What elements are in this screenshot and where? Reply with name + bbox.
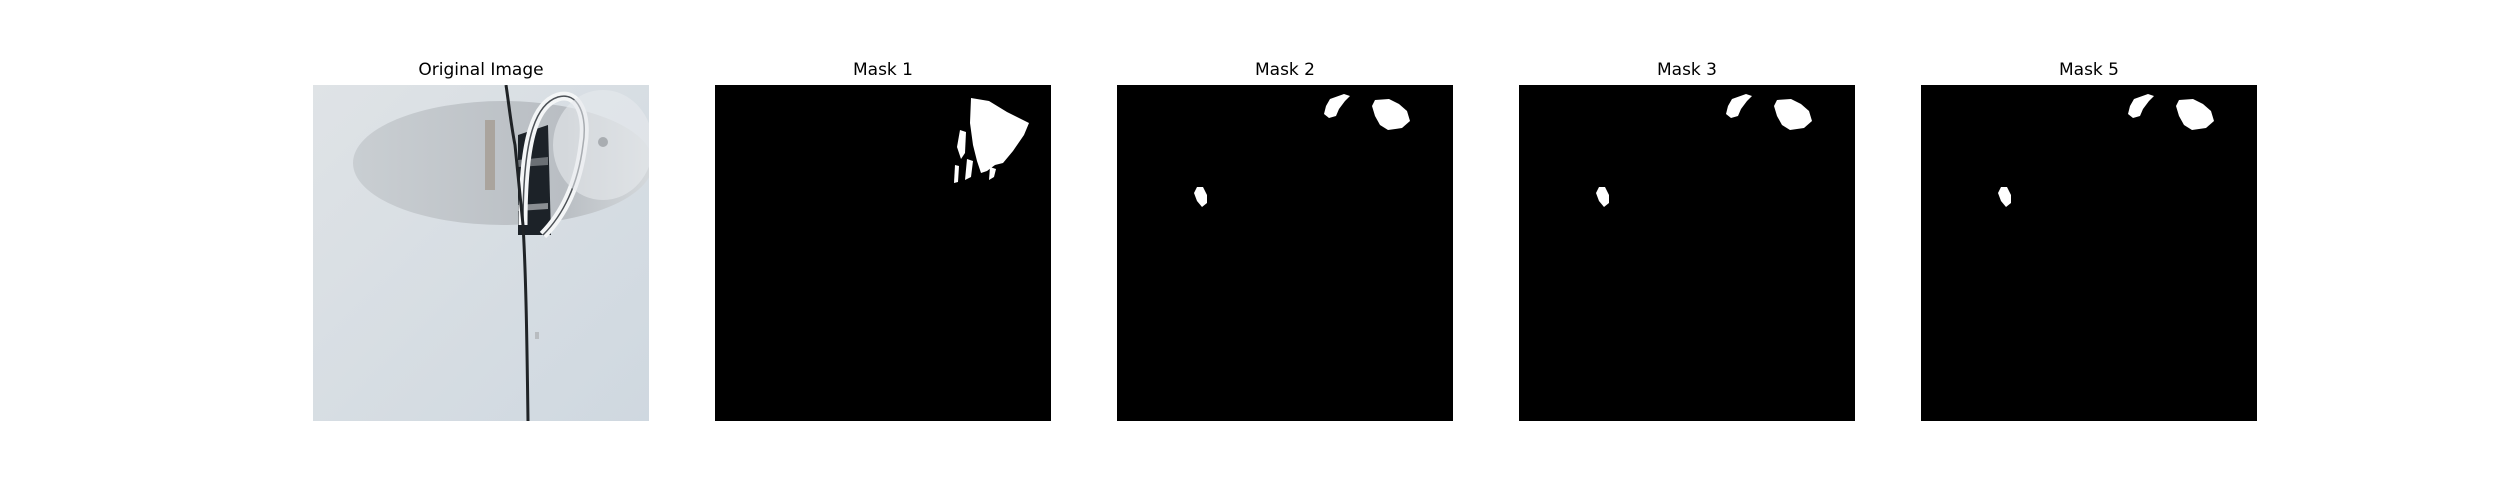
mask-3-segments [1596, 94, 1812, 207]
panel-title-mask-1: Mask 1 [852, 60, 913, 80]
mask-1-panel [715, 85, 1051, 421]
panel-title-mask-5: Mask 5 [2058, 60, 2119, 80]
mask-2-segments [1194, 94, 1410, 207]
mask-5-panel [1921, 85, 2257, 421]
mask-3-image [1519, 85, 1855, 421]
mask-1-segment [954, 98, 1029, 183]
mask-2-image [1117, 85, 1453, 421]
original-image [313, 85, 649, 421]
original-image-panel [313, 85, 649, 421]
mask-5-segments [1998, 94, 2214, 207]
mask-1-image [715, 85, 1051, 421]
panel-title-mask-2: Mask 2 [1254, 60, 1315, 80]
panel-title-original-image: Original Image [418, 60, 544, 80]
mask-5-image [1921, 85, 2257, 421]
mask-2-panel [1117, 85, 1453, 421]
mask-3-panel [1519, 85, 1855, 421]
panel-title-mask-3: Mask 3 [1656, 60, 1717, 80]
